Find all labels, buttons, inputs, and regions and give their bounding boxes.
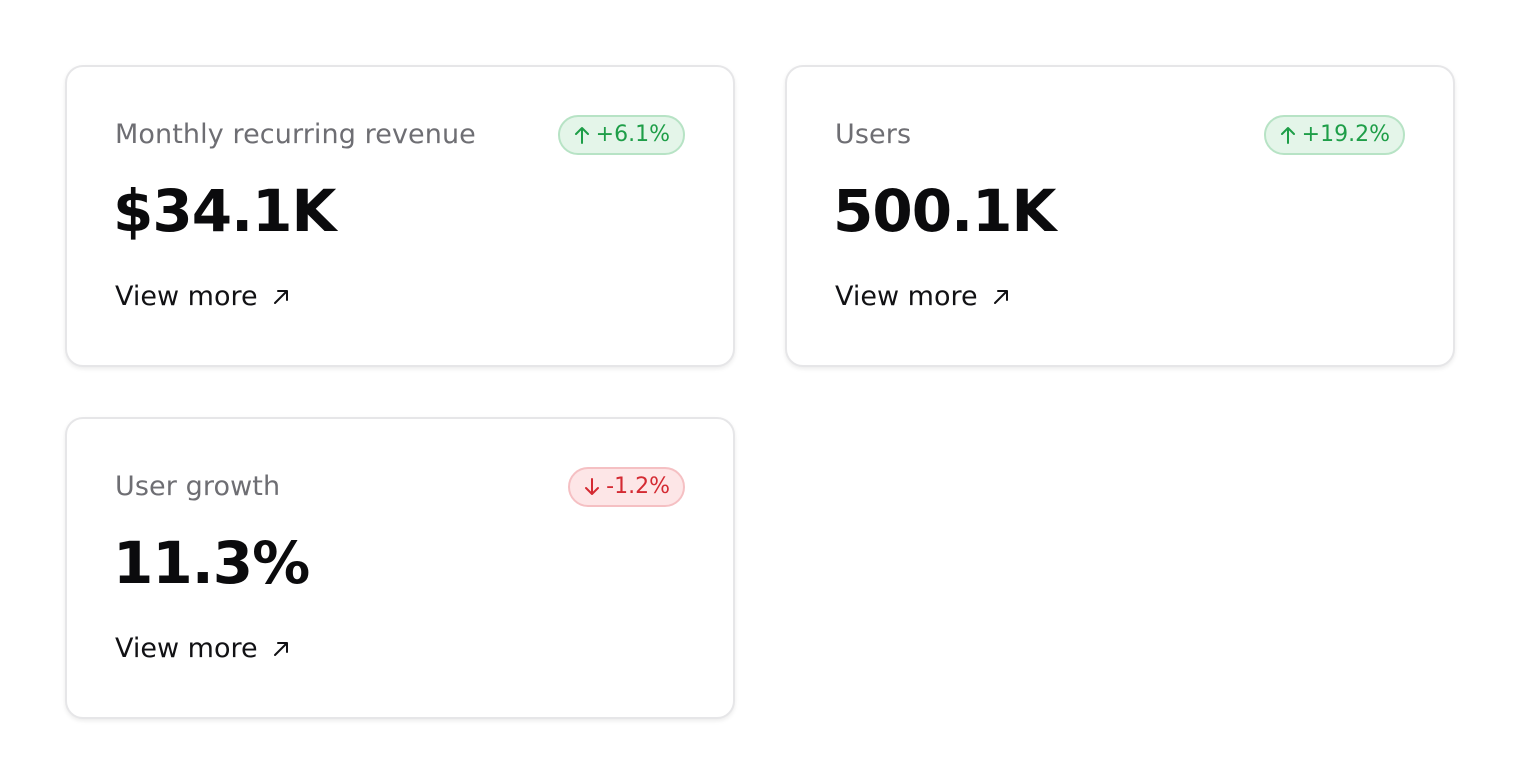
view-more-label: View more [835, 281, 978, 312]
view-more-label: View more [115, 281, 258, 312]
stat-value: $34.1K [113, 177, 336, 245]
arrow-up-right-icon [272, 640, 290, 658]
stats-grid: Monthly recurring revenue +6.1% $34.1K V… [65, 65, 1455, 719]
change-badge: -1.2% [568, 467, 685, 507]
arrow-up-icon [1280, 126, 1296, 144]
arrow-up-right-icon [272, 288, 290, 306]
view-more-label: View more [115, 633, 258, 664]
change-value: +19.2% [1301, 122, 1390, 147]
arrow-up-icon [574, 126, 590, 144]
change-badge: +19.2% [1263, 115, 1405, 155]
stat-card-mrr: Monthly recurring revenue +6.1% $34.1K V… [65, 65, 735, 367]
stat-card-user-growth: User growth -1.2% 11.3% View more [65, 417, 735, 719]
stat-label: Users [835, 119, 912, 150]
view-more-link[interactable]: View more [835, 279, 1010, 315]
view-more-link[interactable]: View more [115, 279, 290, 315]
change-value: -1.2% [606, 474, 670, 499]
stat-label: Monthly recurring revenue [115, 119, 476, 150]
stat-value: 500.1K [833, 177, 1056, 245]
stat-card-users: Users +19.2% 500.1K View more [785, 65, 1455, 367]
change-badge: +6.1% [557, 115, 685, 155]
change-value: +6.1% [595, 122, 670, 147]
stat-label: User growth [115, 471, 281, 502]
arrow-down-icon [584, 478, 600, 496]
arrow-up-right-icon [992, 288, 1010, 306]
stat-value: 11.3% [113, 529, 310, 597]
view-more-link[interactable]: View more [115, 631, 290, 667]
